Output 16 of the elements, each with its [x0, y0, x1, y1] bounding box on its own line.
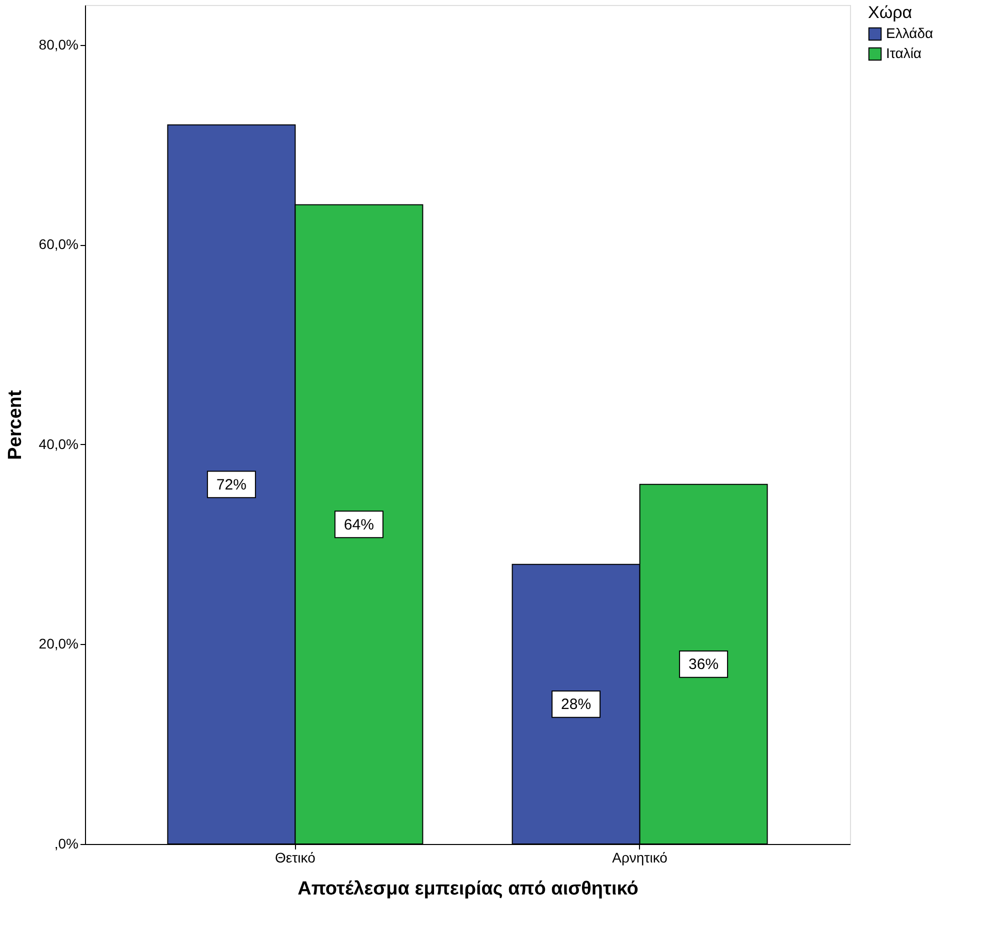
data-label: 72%: [216, 476, 246, 494]
y-tick-label: 20,0%: [38, 636, 78, 652]
y-tick-label: 80,0%: [38, 36, 78, 52]
y-tick-label: 40,0%: [38, 436, 78, 452]
x-tick-label: Αρνητικό: [612, 850, 668, 866]
data-label: 36%: [688, 656, 719, 674]
data-label: 28%: [561, 696, 592, 714]
legend-label: Ιταλία: [886, 45, 922, 61]
legend-title: Χώρα: [868, 3, 912, 22]
legend-label: Ελλάδα: [886, 25, 934, 41]
y-tick-label: ,0%: [54, 836, 78, 852]
data-label: 64%: [344, 516, 374, 534]
y-tick-label: 60,0%: [38, 236, 78, 252]
x-tick-label: Θετικό: [275, 850, 316, 866]
x-axis-title: Αποτέλεσμα εμπειρίας από αισθητικό: [298, 878, 638, 900]
y-axis-title: Percent: [4, 389, 26, 460]
